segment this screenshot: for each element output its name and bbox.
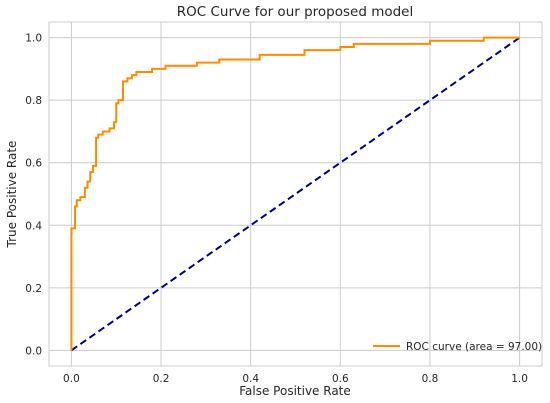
x-tick-label: 0.2 xyxy=(153,373,170,385)
y-tick-label: 0.0 xyxy=(25,345,42,357)
x-tick-label: 0.8 xyxy=(422,373,439,385)
y-tick-label: 0.6 xyxy=(25,158,42,170)
series-group xyxy=(70,36,521,352)
y-tick-label: 0.2 xyxy=(25,283,42,295)
y-tick-label: 0.8 xyxy=(25,95,42,107)
x-tick-label: 0.4 xyxy=(242,373,259,385)
y-axis-label: True Positive Rate xyxy=(5,141,19,249)
x-tick-label: 0.0 xyxy=(63,373,80,385)
y-tick-label: 0.4 xyxy=(25,220,42,232)
plot-area xyxy=(48,21,543,367)
legend: ROC curve (area = 97.00) xyxy=(373,341,542,353)
y-tick-labels: 0.0 0.2 0.4 0.6 0.8 1.0 xyxy=(25,33,42,358)
x-tick-label: 1.0 xyxy=(511,373,528,385)
legend-label-roc: ROC curve (area = 97.00) xyxy=(406,341,542,353)
x-axis-label: False Positive Rate xyxy=(239,384,351,398)
x-tick-labels: 0.0 0.2 0.4 0.6 0.8 1.0 xyxy=(63,373,528,385)
x-tick-label: 0.6 xyxy=(332,373,349,385)
chance-diagonal-line xyxy=(70,36,521,352)
chart-title: ROC Curve for our proposed model xyxy=(177,4,414,20)
y-tick-label: 1.0 xyxy=(25,33,42,45)
roc-curve-line xyxy=(70,36,520,351)
grid-lines xyxy=(49,22,542,366)
